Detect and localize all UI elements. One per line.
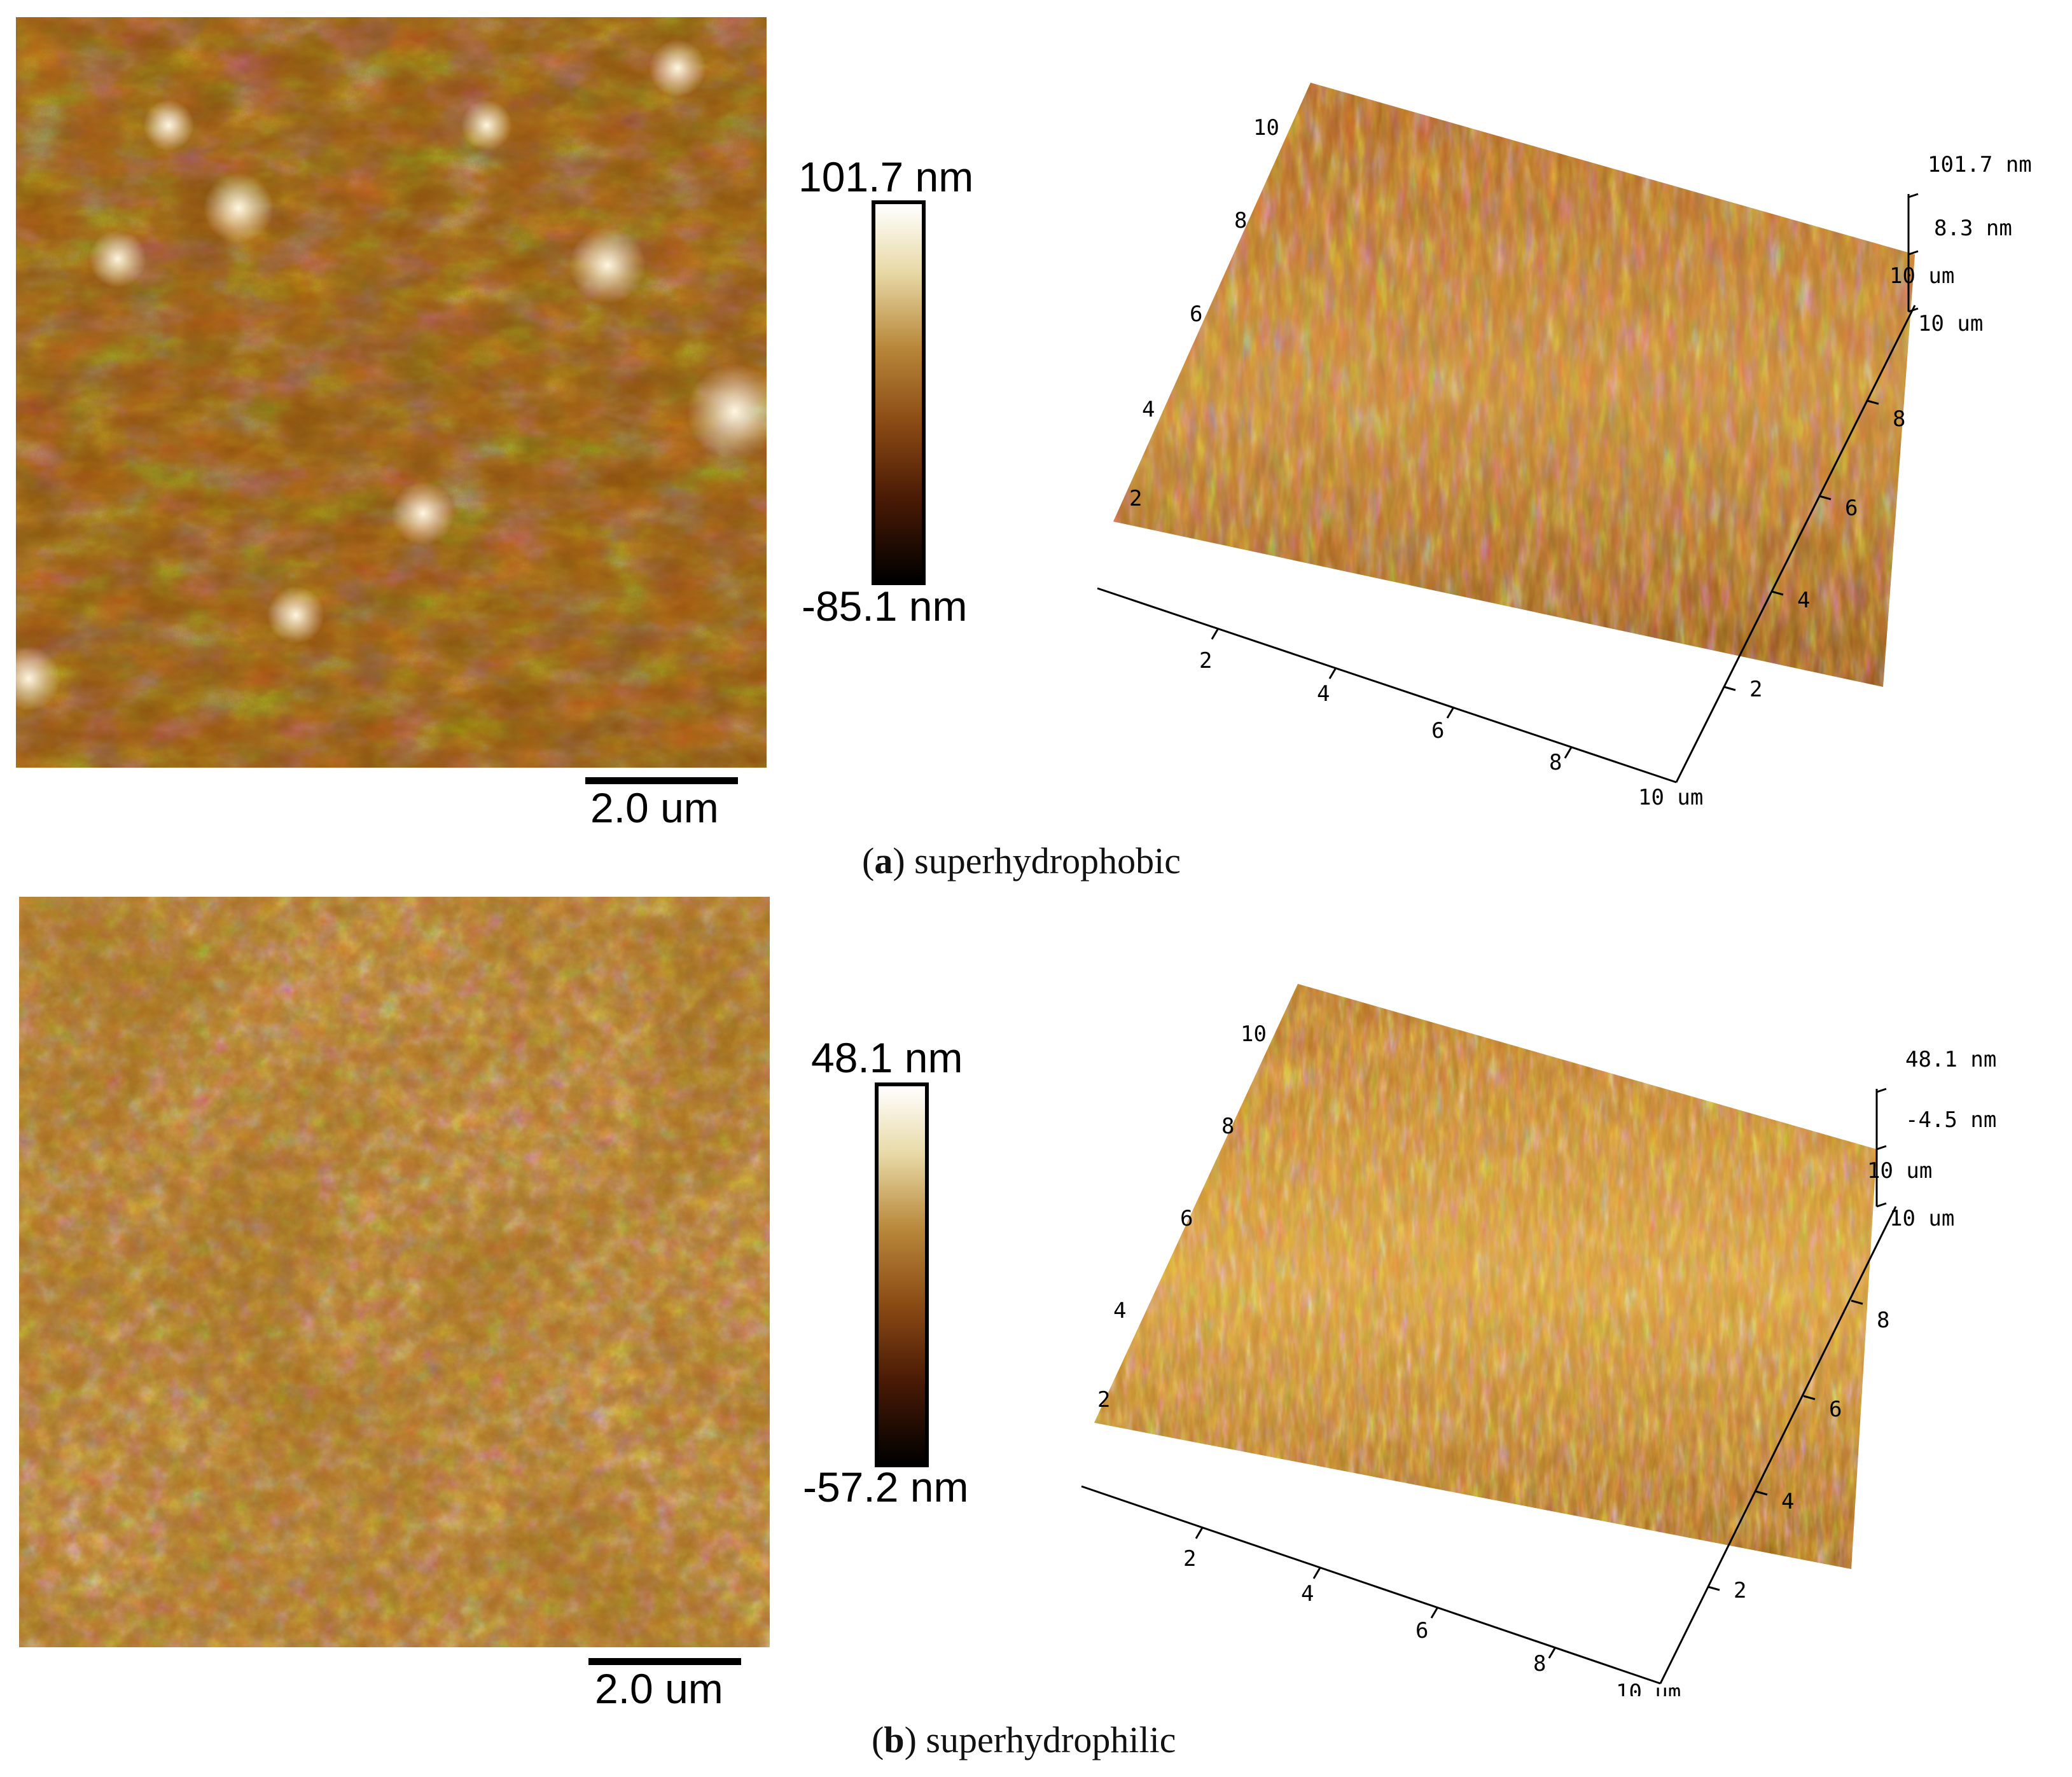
x-tick-a-2: 6 (1431, 718, 1444, 743)
left-tick-b-4: 10 (1241, 1021, 1267, 1047)
caption-a: (a) superhydrophobic (862, 840, 1181, 882)
left-tick-a-2: 6 (1190, 301, 1202, 327)
afm-3d-view-b: 2 4 6 8 10 2 4 6 8 10 um 2 4 6 8 10 um 4… (1081, 984, 1996, 1696)
z-mid-label-b: -4.5 nm (1905, 1107, 1996, 1133)
x-end-label-a: 10 um (1638, 785, 1703, 810)
afm-3d-view-a: 2 4 6 8 10 2 4 6 8 10 um 2 4 6 8 10 um 1… (1097, 83, 2032, 810)
x-tick-a-0: 2 (1199, 648, 1212, 674)
caption-letter-b: b (884, 1719, 905, 1760)
y-tick-a-3: 8 (1893, 406, 1905, 432)
scale-bar-label-b: 2.0 um (595, 1665, 723, 1712)
colorbar-a (872, 200, 926, 585)
colorbar-max-label-a: 101.7 nm (798, 153, 974, 200)
left-tick-b-2: 6 (1180, 1206, 1193, 1231)
caption-text-b: superhydrophilic (926, 1719, 1176, 1760)
scale-bar-b (588, 1658, 741, 1665)
left-tick-a-4: 10 (1253, 115, 1279, 141)
x-tick-a-1: 4 (1317, 681, 1330, 707)
x-end-corner-label-b: 10 um (1889, 1206, 1954, 1231)
caption-b: (b) superhydrophilic (872, 1719, 1176, 1760)
bright-spots-a (16, 39, 767, 710)
left-tick-b-0: 2 (1097, 1387, 1110, 1413)
left-tick-a-0: 2 (1129, 486, 1142, 511)
x-tick-b-0: 2 (1183, 1546, 1196, 1572)
caption-text-a: superhydrophobic (914, 840, 1181, 882)
caption-letter-a: a (874, 840, 893, 882)
y-tick-b-2: 6 (1829, 1397, 1842, 1422)
x-end-label-b: 10 um (1616, 1680, 1681, 1696)
colorbar-max-label-b: 48.1 nm (811, 1034, 963, 1081)
x-tick-b-2: 6 (1415, 1618, 1428, 1643)
y-tick-b-3: 8 (1877, 1308, 1889, 1333)
axes-3d-b (1081, 1088, 1897, 1685)
left-tick-b-3: 8 (1221, 1114, 1234, 1139)
left-tick-a-3: 8 (1234, 208, 1247, 233)
x-end-corner-label-a: 10 um (1918, 311, 1983, 336)
z-top-label-b: 48.1 nm (1905, 1047, 1996, 1072)
surface-3d-b (1094, 984, 1877, 1569)
left-tick-b-1: 4 (1113, 1298, 1126, 1324)
x-tick-b-3: 8 (1533, 1651, 1546, 1677)
colorbar-b (875, 1082, 929, 1467)
y-tick-a-1: 4 (1797, 588, 1810, 613)
scale-bar-a (585, 777, 738, 784)
afm-2d-image-a (16, 17, 767, 768)
surface-3d-a (1113, 83, 1915, 687)
z-mid-label-a: 8.3 nm (1934, 216, 2012, 241)
y-end-label-a: 10 um (1889, 263, 1954, 289)
panel-b: 48.1 nm -57.2 nm 2.0 um (0, 888, 2072, 1777)
x-tick-a-3: 8 (1549, 750, 1562, 775)
y-tick-a-0: 2 (1749, 677, 1762, 702)
left-tick-a-1: 4 (1142, 397, 1155, 422)
colorbar-min-label-b: -57.2 nm (803, 1463, 969, 1511)
axes-3d-a (1097, 193, 1919, 784)
colorbar-min-label-a: -85.1 nm (802, 583, 968, 630)
y-end-label-b: 10 um (1867, 1158, 1932, 1184)
x-tick-b-1: 4 (1301, 1581, 1314, 1607)
afm-2d-image-b (19, 897, 770, 1647)
y-tick-b-1: 4 (1781, 1489, 1794, 1514)
scale-bar-label-a: 2.0 um (590, 784, 719, 831)
y-tick-a-2: 6 (1845, 495, 1858, 521)
panel-a: 101.7 nm -85.1 nm 2.0 um (0, 0, 2072, 888)
y-tick-b-0: 2 (1734, 1578, 1746, 1603)
z-top-label-a: 101.7 nm (1928, 152, 2032, 177)
